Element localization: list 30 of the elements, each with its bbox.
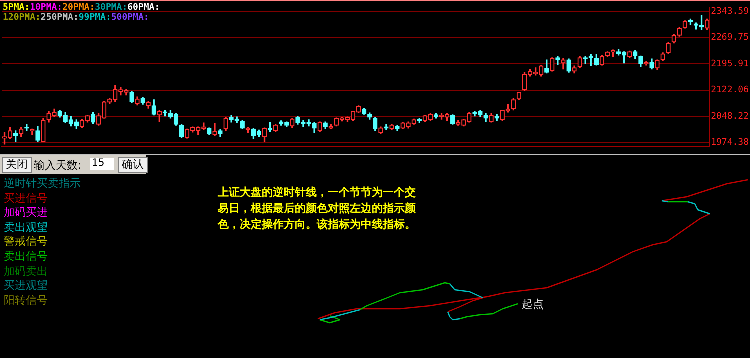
- legend-label: 卖出观望: [4, 220, 49, 236]
- text: 15: [90, 158, 114, 170]
- y-tick-label: 2122.06: [711, 86, 750, 96]
- annotation: 99PMA:: [78, 12, 112, 23]
- annotation: 5PMA:: [3, 2, 30, 13]
- text: 关闭: [2, 157, 32, 173]
- legend-label: 加码卖出: [4, 264, 49, 280]
- legend-label: 阳转信号: [4, 294, 49, 308]
- annotation: 250PMA:: [40, 12, 79, 23]
- y-tick-label: 2195.91: [711, 59, 750, 70]
- annotation: 120PMA:: [3, 12, 41, 23]
- text: 确认: [118, 157, 148, 173]
- annotation: 20PMA:: [62, 2, 96, 13]
- legend-label: 警戒信号: [4, 235, 49, 250]
- annotation: 10PMA:: [30, 2, 63, 13]
- annotation: 30PMA:: [95, 2, 128, 13]
- annotation: 60PMA:: [128, 2, 160, 13]
- legend-label: 加码买进: [4, 206, 49, 221]
- annotation: 500PMA:: [111, 12, 150, 23]
- legend-label: 买进观望: [4, 279, 49, 294]
- y-tick-label: 2048.22: [711, 112, 750, 122]
- y-tick-label: 2343.59: [711, 6, 750, 17]
- y-tick-label: 1974.38: [711, 138, 750, 148]
- text: 上证大盘的逆时针线，一个节节为一个交易日，根据最后的颜色对照左边的指示颜色，决定操作方向。该指标为中线指标。: [218, 185, 417, 233]
- y-tick-label: 2269.75: [711, 33, 750, 44]
- legend-label: 卖出信号: [4, 250, 49, 265]
- text: 逆时针买卖指示: [4, 177, 81, 192]
- text: 输入天数:: [34, 158, 82, 173]
- text: 起点: [522, 298, 544, 311]
- legend-label: 买进信号: [4, 192, 49, 206]
